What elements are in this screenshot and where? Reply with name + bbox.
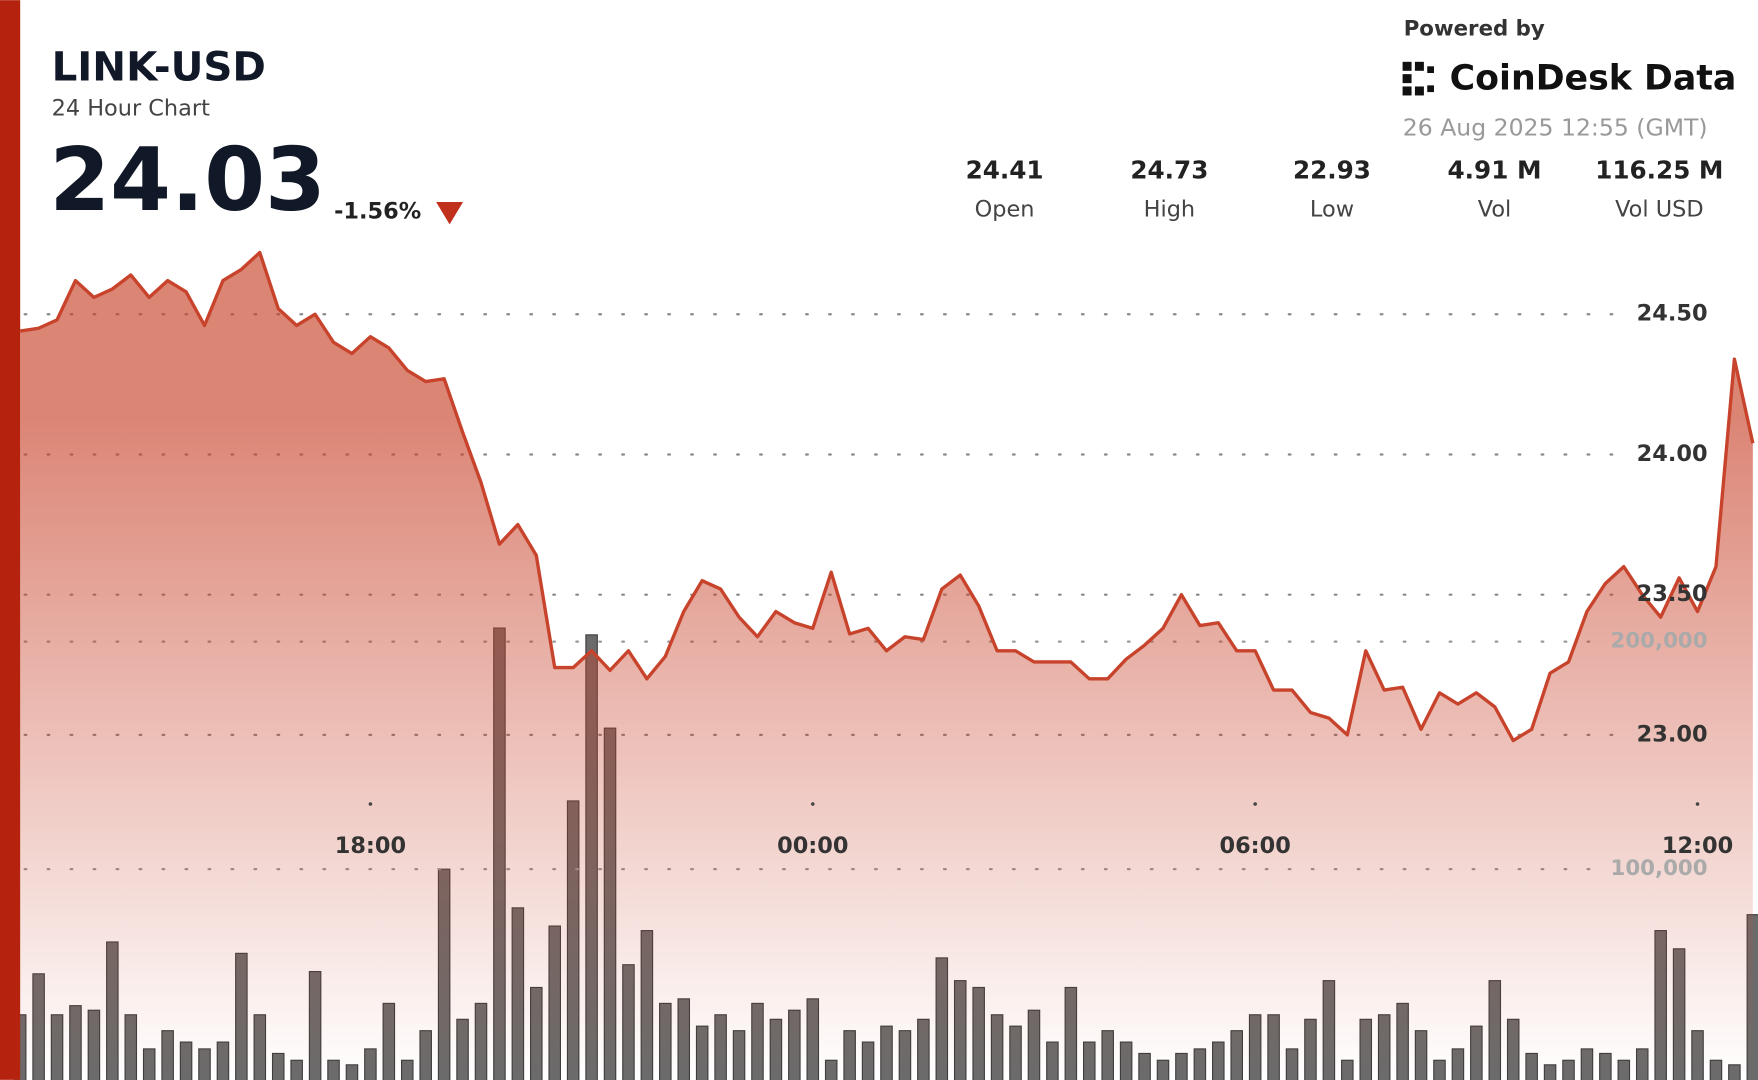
ticks: 23.00 23.50 24.00 24.50 100,000 200,000 18:00 0… — [335, 301, 1733, 881]
x-tick-mark — [1695, 802, 1700, 806]
y2-tick-label: 100,000 — [1611, 856, 1708, 881]
price-line — [19, 250, 1755, 743]
stat-value: 4.91 M — [1448, 156, 1542, 185]
x-tick-mark — [810, 802, 815, 806]
stat-label: Vol USD — [1615, 196, 1704, 222]
change: -1.56% — [334, 199, 421, 225]
y2-tick-label: 200,000 — [1611, 629, 1708, 654]
x-tick-label: 18:00 — [335, 833, 406, 859]
plot-area: 23.00 23.50 24.00 24.50 100,000 200,000 18:00 0… — [13, 250, 1758, 1080]
price: 24.03 — [49, 129, 326, 231]
stat-value: 24.73 — [1130, 156, 1208, 185]
x-tick-mark — [368, 802, 373, 806]
x-tick-label: 12:00 — [1662, 833, 1733, 859]
brand: CoinDesk Data — [1450, 59, 1737, 99]
y-tick-label: 24.00 — [1637, 441, 1708, 467]
y-tick-label: 24.50 — [1637, 301, 1708, 327]
down-arrow — [436, 201, 464, 225]
stat-value: 24.41 — [966, 156, 1044, 185]
symbol: LINK-USD — [52, 44, 266, 91]
stat-label: Vol — [1478, 196, 1512, 222]
y-tick-label: 23.00 — [1637, 721, 1708, 747]
x-tick-label: 06:00 — [1219, 833, 1290, 859]
price-area — [20, 252, 1753, 1080]
stat-label: High — [1144, 196, 1196, 222]
x-tick-label: 00:00 — [777, 833, 848, 859]
price-line — [19, 250, 1755, 1080]
x-tick-mark — [1253, 802, 1257, 806]
powered-by: Powered by — [1404, 16, 1545, 41]
stat-label: Low — [1310, 196, 1354, 222]
timestamp: 26 Aug 2025 12:55 (GMT) — [1403, 114, 1708, 142]
stats: 24.41 Open 24.73 High 22.93 Low 4.91 M Vol 116.2… — [966, 156, 1724, 223]
stat-value: 116.25 M — [1595, 156, 1723, 185]
y-tick-label: 23.50 — [1637, 581, 1708, 607]
stat-label: Open — [975, 196, 1035, 222]
brand-logo — [1402, 61, 1434, 96]
accent-bar — [0, 0, 21, 1080]
stat-value: 22.93 — [1293, 156, 1371, 185]
subtitle: 24 Hour Chart — [52, 95, 211, 121]
